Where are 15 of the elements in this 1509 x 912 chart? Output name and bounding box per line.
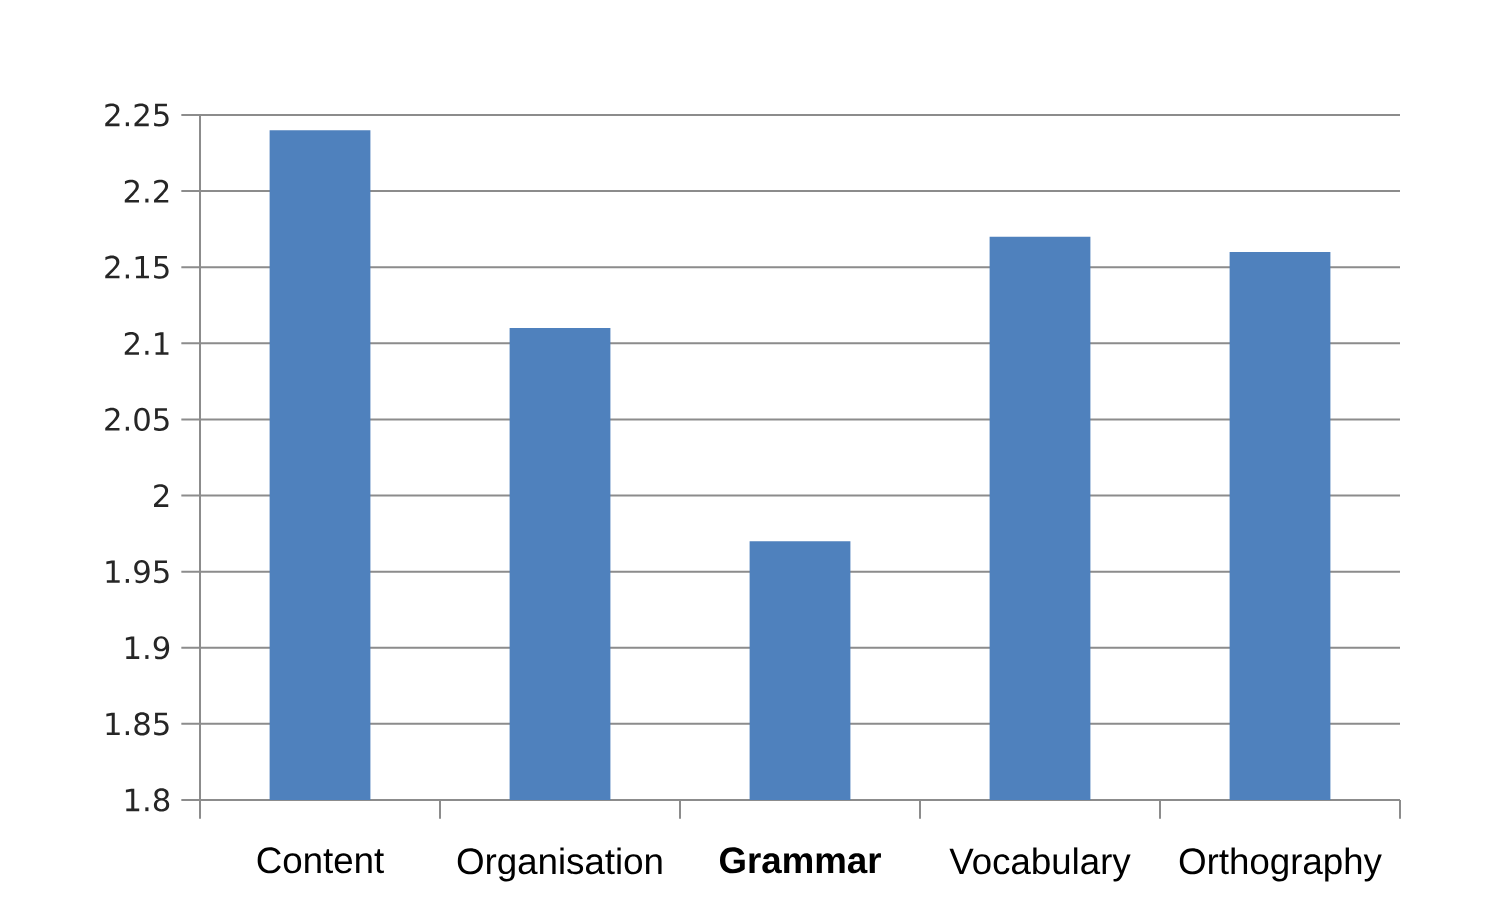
x-tick-label: Content <box>257 847 384 874</box>
x-tick-label: Organisation <box>457 847 662 882</box>
x-tick-label: Grammar <box>719 847 881 874</box>
y-tick-label: 2.2 <box>124 179 169 203</box>
y-tick-label: 2.05 <box>105 407 169 432</box>
y-tick-label: 1.95 <box>106 560 169 584</box>
y-tick-label: 2.1 <box>124 331 169 355</box>
y-tick-label: 1.9 <box>125 636 170 660</box>
y-tick-label: 1.85 <box>106 712 169 736</box>
y-tick-label: 2.25 <box>105 103 169 127</box>
x-tick-label: Vocabulary <box>949 847 1131 882</box>
y-tick-label: 1.8 <box>125 788 170 812</box>
y-tick-label: 2.15 <box>105 255 169 279</box>
x-tick-label: Orthography <box>1179 847 1382 882</box>
y-tick-label: 2 <box>154 484 169 507</box>
